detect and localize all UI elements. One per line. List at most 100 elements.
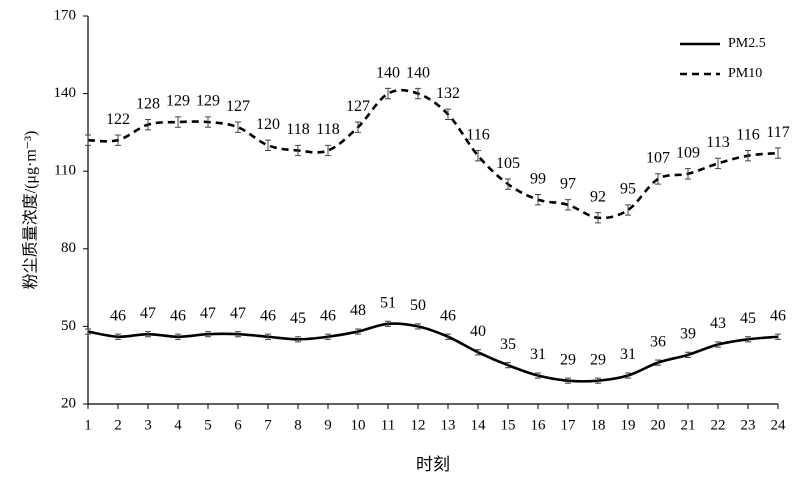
x-tick-label: 3: [144, 417, 152, 433]
x-tick-label: 12: [411, 417, 426, 433]
error-bar: [505, 362, 511, 369]
error-bar: [295, 336, 301, 343]
x-tick-label: 11: [381, 417, 395, 433]
data-label: 120: [256, 116, 280, 133]
data-label: 132: [436, 85, 460, 102]
error-bar: [685, 168, 691, 180]
x-tick-label: 21: [681, 417, 696, 433]
x-tick-label: 5: [204, 417, 212, 433]
data-label: 36: [650, 333, 666, 350]
data-label: 48: [350, 302, 366, 319]
error-bar: [445, 333, 451, 340]
x-tick-label: 24: [771, 417, 787, 433]
error-bar: [115, 134, 121, 146]
data-label: 113: [706, 134, 729, 151]
data-label: 129: [196, 93, 220, 110]
error-bar: [235, 331, 241, 338]
data-label: 35: [500, 336, 516, 353]
data-label: 47: [200, 305, 216, 322]
error-bar: [145, 118, 151, 131]
x-tick-label: 13: [441, 417, 456, 433]
x-tick-label: 4: [174, 417, 182, 433]
error-bar: [775, 333, 781, 340]
data-label: 29: [560, 351, 576, 368]
x-tick-label: 20: [651, 417, 666, 433]
data-label: 129: [166, 93, 190, 110]
error-bar: [85, 328, 91, 335]
error-bar: [385, 320, 391, 327]
data-label: 99: [530, 170, 546, 187]
y-tick-label: 20: [61, 395, 76, 411]
data-label: 118: [316, 121, 339, 138]
y-tick-label: 110: [54, 163, 76, 179]
data-label: 107: [646, 150, 670, 167]
error-bar: [175, 333, 181, 340]
data-label: 46: [770, 307, 786, 324]
error-bar: [115, 333, 121, 340]
data-label: 128: [136, 95, 160, 112]
y-axis-label: 粉尘质量浓度/(μg·m⁻³): [22, 131, 40, 290]
error-bar: [475, 150, 481, 162]
y-tick-label: 50: [61, 318, 76, 334]
error-bar: [445, 108, 451, 120]
error-bar: [235, 121, 241, 133]
error-bar: [745, 150, 751, 162]
y-tick-label: 170: [54, 7, 77, 23]
series-line: [87, 88, 779, 220]
error-bar: [715, 157, 721, 170]
error-bar: [265, 139, 271, 152]
error-bar: [385, 87, 391, 100]
error-bar: [505, 178, 511, 190]
data-label: 50: [410, 297, 426, 314]
error-bar: [475, 349, 481, 356]
x-tick-label: 17: [561, 417, 577, 433]
x-tick-label: 16: [531, 417, 547, 433]
x-tick-label: 23: [741, 417, 756, 433]
x-tick-label: 2: [114, 417, 122, 433]
y-tick-label: 80: [61, 240, 76, 256]
error-bar: [565, 377, 571, 384]
error-bar: [565, 199, 571, 211]
legend-label: PM2.5: [728, 36, 766, 51]
data-label: 116: [736, 126, 759, 143]
error-bar: [685, 351, 691, 358]
error-bar: [625, 204, 631, 216]
x-tick-label: 8: [294, 417, 302, 433]
data-label: 46: [170, 307, 186, 324]
data-label: 118: [286, 121, 309, 138]
data-label: 47: [230, 305, 246, 322]
data-label: 46: [260, 307, 276, 324]
x-axis-label: 时刻: [416, 455, 450, 474]
error-bar: [625, 372, 631, 379]
error-bar: [745, 336, 751, 343]
legend-label: PM10: [728, 66, 762, 81]
error-bar: [145, 331, 151, 338]
x-tick-label: 6: [234, 417, 242, 433]
data-label: 46: [440, 307, 456, 324]
y-tick-label: 140: [54, 85, 77, 101]
error-bar: [85, 134, 91, 146]
error-bar: [535, 193, 541, 206]
x-tick-label: 22: [711, 417, 726, 433]
data-label: 105: [496, 155, 520, 172]
error-bar: [325, 333, 331, 340]
x-tick-label: 14: [471, 417, 487, 433]
x-tick-label: 9: [324, 417, 332, 433]
x-tick-label: 1: [84, 417, 92, 433]
error-bar: [655, 359, 661, 366]
error-bar: [355, 328, 361, 335]
data-label: 116: [466, 126, 489, 143]
data-label: 127: [226, 98, 250, 115]
error-bar: [205, 116, 211, 128]
series-line: [87, 322, 779, 383]
error-bar: [655, 173, 661, 185]
data-label: 31: [530, 346, 546, 363]
data-label: 46: [320, 307, 336, 324]
x-tick-label: 18: [591, 417, 606, 433]
data-label: 95: [620, 181, 636, 198]
error-bar: [775, 147, 781, 159]
x-tick-label: 10: [351, 417, 366, 433]
error-bar: [415, 87, 421, 100]
error-bar: [295, 144, 301, 157]
